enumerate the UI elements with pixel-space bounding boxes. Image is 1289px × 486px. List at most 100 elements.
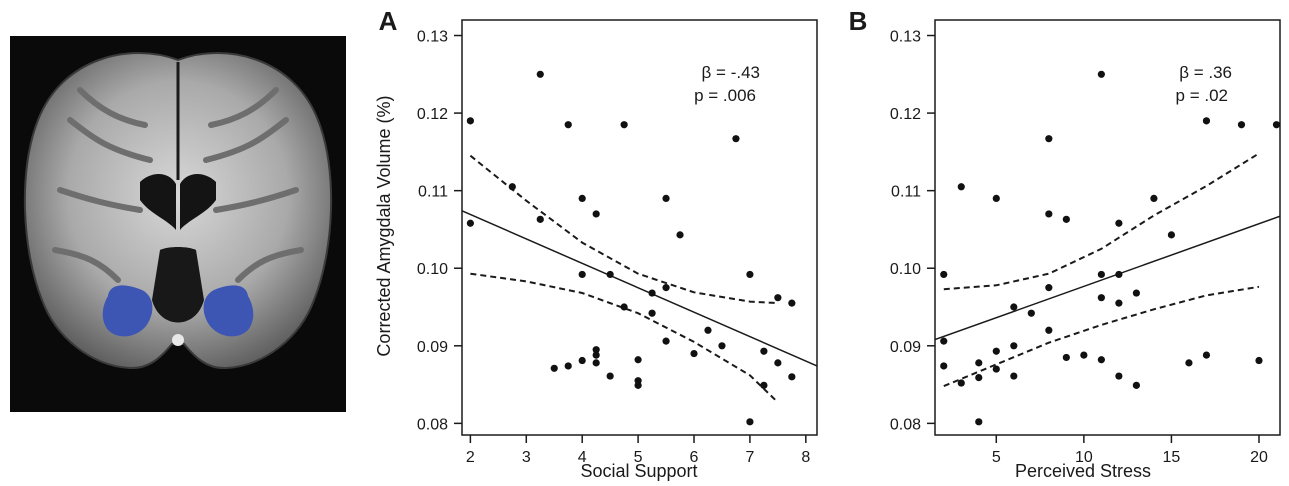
y-tick-label: 0.11 xyxy=(418,184,448,201)
confidence-band-lower xyxy=(943,285,1260,388)
data-point xyxy=(1202,351,1211,359)
data-point xyxy=(1010,342,1018,350)
panel-label-b: B xyxy=(849,6,868,36)
annotation-p-b: p = .02 xyxy=(1176,86,1228,105)
scatter-panel-a: A 2 3 4 5 6 7 8 0.08 0.09 0.10 0.11 0.12 0.13 β = -.… xyxy=(374,6,818,481)
data-point xyxy=(746,418,754,426)
x-tick-label: 8 xyxy=(801,449,810,466)
annotation-beta-a: β = -.43 xyxy=(702,63,760,82)
data-point xyxy=(957,379,965,387)
data-point xyxy=(1045,326,1053,334)
data-point xyxy=(620,303,628,311)
panel-label-a: A xyxy=(379,6,398,36)
data-point xyxy=(676,231,684,239)
data-point xyxy=(746,270,754,279)
confidence-band-lower xyxy=(470,272,779,404)
x-tick-label: 7 xyxy=(745,449,754,466)
data-point xyxy=(1237,121,1246,129)
data-point xyxy=(1115,372,1123,380)
data-point xyxy=(975,373,983,382)
x-tick-label: 4 xyxy=(578,449,587,466)
data-point xyxy=(732,135,740,143)
data-point xyxy=(1097,294,1105,302)
data-point xyxy=(648,309,656,317)
data-point xyxy=(578,270,586,279)
scatter-panel-b: B 5 10 15 20 0.08 0.09 0.10 0.11 0.12 0.13 β = .3… xyxy=(849,6,1281,481)
left-amygdala-highlight xyxy=(102,285,153,337)
data-point xyxy=(1010,303,1018,311)
y-tick-label: 0.10 xyxy=(417,261,448,278)
data-point xyxy=(550,364,558,372)
y-tick-label: 0.11 xyxy=(891,184,921,201)
data-point xyxy=(508,183,516,191)
data-point xyxy=(1115,299,1123,307)
data-point xyxy=(536,215,544,223)
data-point xyxy=(1132,381,1140,389)
data-point xyxy=(774,359,782,367)
data-point xyxy=(1185,359,1193,367)
x-tick-label: 10 xyxy=(1075,449,1093,466)
data-point xyxy=(774,294,782,302)
x-axis-label-b: Perceived Stress xyxy=(1015,461,1151,481)
y-tick-label: 0.08 xyxy=(417,416,448,433)
data-point xyxy=(1097,270,1105,279)
data-point xyxy=(1062,353,1070,362)
data-point xyxy=(578,356,586,365)
confidence-band-upper xyxy=(469,154,778,305)
data-point xyxy=(578,194,586,203)
y-tick-label: 0.08 xyxy=(890,416,921,433)
data-point xyxy=(1080,351,1088,359)
data-point xyxy=(536,70,544,78)
data-point xyxy=(1202,117,1211,125)
data-point xyxy=(1255,356,1263,365)
data-point xyxy=(634,356,642,364)
x-tick-label: 5 xyxy=(634,449,643,466)
x-tick-label: 20 xyxy=(1250,449,1268,466)
data-point xyxy=(992,347,1000,355)
x-axis-label-a: Social Support xyxy=(580,461,697,481)
data-point xyxy=(940,337,948,345)
plot-frame-b xyxy=(934,19,1281,436)
data-point xyxy=(466,219,474,227)
x-tick-label: 5 xyxy=(992,449,1001,466)
x-tick-label: 15 xyxy=(1163,449,1181,466)
data-point xyxy=(1045,284,1053,292)
data-point xyxy=(1097,70,1105,78)
data-point xyxy=(1062,215,1070,223)
data-point xyxy=(1167,231,1176,239)
data-point xyxy=(690,349,698,358)
data-point xyxy=(975,418,983,426)
data-point xyxy=(634,381,642,389)
data-point xyxy=(1150,194,1158,203)
annotation-p-a: p = .006 xyxy=(694,86,756,105)
annotation-beta-b: β = .36 xyxy=(1179,63,1232,82)
y-tick-label: 0.13 xyxy=(890,29,921,46)
data-point xyxy=(662,337,670,345)
data-point xyxy=(466,117,474,125)
data-point xyxy=(1045,135,1053,143)
x-tick-label: 3 xyxy=(522,449,531,466)
data-point xyxy=(592,210,600,218)
data-point xyxy=(1045,210,1053,218)
data-point xyxy=(975,359,983,367)
y-tick-label: 0.13 xyxy=(417,29,448,46)
y-tick-label: 0.09 xyxy=(417,339,448,356)
data-point xyxy=(1097,356,1105,364)
data-point xyxy=(940,270,948,279)
data-point xyxy=(992,365,1000,373)
data-point xyxy=(648,289,656,297)
data-point xyxy=(592,346,600,354)
data-point xyxy=(1010,372,1018,380)
data-point xyxy=(662,284,670,292)
data-point xyxy=(760,381,768,389)
data-point xyxy=(620,121,628,129)
right-amygdala-highlight xyxy=(203,285,254,337)
regression-line xyxy=(935,215,1280,341)
data-point xyxy=(788,299,796,307)
data-point xyxy=(1027,309,1035,317)
x-tick-label: 2 xyxy=(466,449,475,466)
y-tick-label: 0.10 xyxy=(890,261,921,278)
data-point xyxy=(788,373,796,381)
confidence-band-upper xyxy=(943,152,1260,291)
brain-mri-image xyxy=(10,36,346,412)
